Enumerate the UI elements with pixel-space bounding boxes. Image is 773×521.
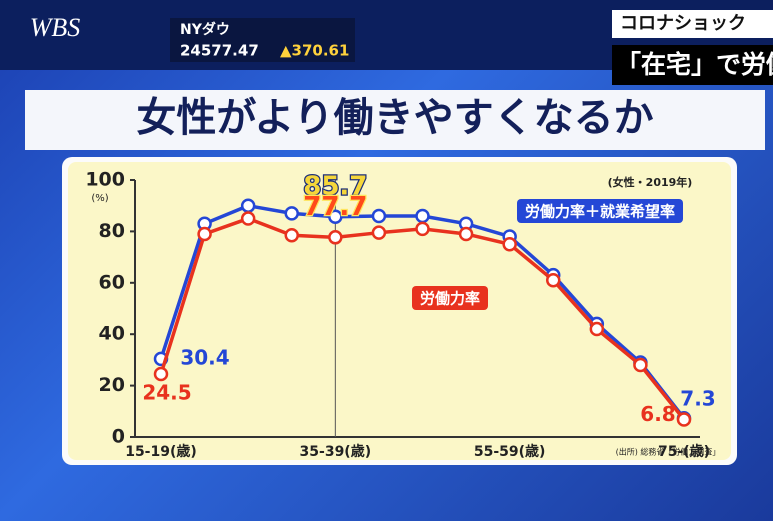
point (284, 206, 299, 221)
ticker-box (170, 18, 355, 62)
point (153, 366, 169, 382)
topic: コロナショック (620, 13, 746, 34)
value-label: 85.7 (303, 171, 367, 201)
point (240, 211, 256, 226)
x-tick-label: 55-59(歳) (474, 443, 546, 460)
point (546, 272, 561, 288)
source: (出所) 総務省「労働力調査」 (616, 447, 721, 457)
title-banner (25, 90, 765, 150)
point (371, 208, 387, 224)
point (633, 357, 648, 373)
y-tick-label: 0 (112, 426, 125, 448)
point (371, 225, 387, 240)
point (328, 209, 343, 225)
x-tick-label: 35-39(歳) (300, 443, 372, 460)
value-label: 24.5 (142, 381, 191, 405)
chart-title: 女性がより働きやすくなるか (136, 95, 653, 141)
legend-box (412, 286, 488, 310)
point (284, 228, 299, 243)
point (415, 208, 430, 224)
point (502, 237, 517, 252)
y-tick-label: 100 (85, 169, 125, 191)
ticker-value: 24577.47 (180, 42, 259, 60)
topic-box (612, 10, 773, 38)
legend-label: 労働力率＋就業希望率 (525, 203, 675, 221)
y-axis-label: (%) (91, 193, 108, 204)
y-tick-label: 40 (99, 323, 125, 345)
subtitle: (女性・2019年) (608, 175, 693, 189)
x-tick-label: 75-(歳) (658, 443, 710, 460)
point (415, 221, 430, 237)
value-label: 6.8 (640, 402, 675, 426)
plot-area (68, 162, 731, 460)
value-label: 77.7 (303, 192, 367, 222)
logo: WBS (30, 13, 81, 42)
value-label: 7.3 (680, 387, 715, 411)
point (589, 321, 605, 337)
point (676, 412, 692, 427)
legend-box (517, 199, 683, 223)
point (240, 198, 256, 213)
point (197, 226, 212, 242)
headline: 「在宅」で労働 (616, 50, 773, 79)
legend-label: 労働力率 (420, 290, 480, 308)
ticker-label: NYダウ (180, 21, 230, 38)
value-label: 30.4 (180, 345, 229, 369)
point (328, 230, 343, 245)
x-tick-label: 15-19(歳) (125, 443, 197, 460)
y-tick-label: 80 (99, 220, 125, 242)
headline-box (612, 45, 773, 85)
point (458, 226, 474, 242)
y-tick-label: 20 (99, 374, 125, 396)
ticker-change: ▲370.61 (280, 42, 349, 60)
y-tick-label: 60 (99, 271, 125, 293)
